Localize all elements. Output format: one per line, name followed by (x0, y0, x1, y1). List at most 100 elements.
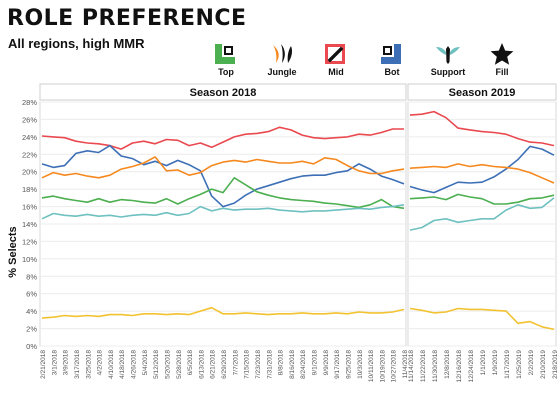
top-lane-icon (215, 44, 235, 64)
legend-label-support: Support (430, 67, 466, 77)
x-tick-label: 9/9/2018 (323, 350, 330, 376)
y-tick-label: 10% (22, 255, 37, 264)
x-tick-label: 4/10/2018 (108, 350, 115, 379)
x-tick-label: 3/17/2018 (74, 350, 81, 379)
legend-label-bot: Bot (384, 67, 400, 77)
legend-label-top: Top (218, 67, 234, 77)
y-tick-label: 14% (22, 220, 37, 229)
legend-item-top: Top (196, 42, 256, 77)
x-tick-label: 6/5/2018 (187, 350, 194, 376)
x-tick-label: 6/29/2018 (221, 350, 228, 379)
series-line-top (41, 177, 405, 210)
series-line-support (41, 204, 405, 220)
x-tick-label: 4/2/2018 (97, 350, 104, 376)
x-tick-label: 6/13/2018 (198, 350, 205, 379)
legend-item-bot: Bot (362, 42, 422, 77)
x-tick-label: 8/8/2018 (278, 350, 285, 376)
line-chart: Season 2018 Season 2019 0% 2% 4% 6% 8% 10% 12% 1… (7, 83, 559, 383)
x-tick-label: 7/23/2018 (255, 350, 262, 379)
x-tick-label: 2/10/2019 (540, 350, 547, 379)
legend: Top Jungle Mid Bot Support (196, 42, 526, 82)
x-tick-label: 3/25/2018 (85, 350, 92, 379)
legend-label-fill: Fill (495, 67, 509, 77)
x-tick-label: 3/9/2018 (63, 350, 70, 376)
x-tick-label: 7/7/2018 (232, 350, 239, 376)
series-line-mid (41, 126, 404, 150)
x-tick-label: 9/1/2018 (312, 350, 319, 376)
x-tick-label: 1/25/2019 (516, 350, 523, 379)
x-tick-label: 8/24/2018 (300, 350, 307, 379)
y-tick-label: 0% (26, 342, 37, 351)
panel-title: Season 2019 (449, 87, 516, 99)
x-tick-label: 12/16/2018 (456, 350, 463, 383)
series-line-support (409, 197, 555, 231)
x-tick-label: 4/18/2018 (119, 350, 126, 379)
x-tick-label: 2/2/2019 (528, 350, 535, 376)
jungle-claw-icon (273, 44, 292, 63)
legend-label-mid: Mid (328, 67, 344, 77)
y-tick-label: 12% (22, 237, 37, 246)
y-tick-label: 8% (26, 272, 37, 281)
y-tick-label: 26% (22, 115, 37, 124)
panel-header (407, 83, 557, 101)
x-tick-label: 4/26/2018 (131, 350, 138, 379)
x-tick-label: 2/18/2019 (552, 350, 559, 379)
x-tick-label: 3/1/2018 (51, 350, 58, 376)
y-tick-label: 20% (22, 168, 37, 177)
x-tick-label: 9/17/2018 (334, 350, 341, 379)
x-tick-label: 1/1/2019 (480, 350, 487, 376)
y-tick-label: 28% (22, 98, 37, 107)
bot-lane-icon (381, 44, 401, 64)
x-tick-label: 1/9/2019 (492, 350, 499, 376)
x-tick-label: 7/31/2018 (266, 350, 273, 379)
y-tick-label: 22% (22, 150, 37, 159)
x-tick-label: 12/24/2018 (468, 350, 475, 383)
x-tick-label: 8/16/2018 (289, 350, 296, 379)
x-tick-label: 10/3/2018 (357, 350, 364, 379)
x-tick-label: 7/15/2018 (244, 350, 251, 379)
y-axis-label: % Selects (7, 226, 19, 277)
series-line-mid (409, 110, 555, 147)
series-line-bot (41, 144, 405, 208)
x-tick-label: 5/28/2018 (176, 350, 183, 379)
x-tick-label: 10/11/2018 (368, 350, 375, 382)
chart-subtitle: All regions, high MMR (8, 36, 145, 51)
fill-star-icon (490, 43, 514, 65)
series-line-fill (409, 307, 555, 331)
y-tick-label: 6% (26, 290, 37, 299)
legend-item-fill: Fill (472, 42, 532, 77)
x-tick-label: 6/21/2018 (210, 350, 217, 379)
series-line-jungle (409, 163, 555, 184)
x-tick-label: 10/27/2018 (391, 350, 398, 383)
y-tick-label: 18% (22, 185, 37, 194)
series-line-jungle (41, 156, 405, 179)
y-tick-label: 16% (22, 203, 37, 212)
x-tick-label: 2/21/2018 (40, 350, 47, 379)
legend-label-jungle: Jungle (267, 67, 297, 77)
x-tick-label: 12/8/2018 (444, 350, 451, 379)
y-tick-label: 2% (26, 325, 37, 334)
y-tick-label: 4% (26, 307, 37, 316)
x-tick-label: 5/4/2018 (142, 350, 149, 376)
x-tick-label: 5/12/2018 (153, 350, 160, 379)
y-tick-label: 24% (22, 133, 37, 142)
series-line-fill (41, 306, 405, 319)
panel-header (39, 83, 407, 101)
legend-item-mid: Mid (306, 42, 366, 77)
chart-title: ROLE PREFERENCE (7, 6, 247, 31)
x-tick-label: 1/17/2019 (504, 350, 511, 379)
series-line-bot (409, 145, 555, 194)
x-tick-label: 11/22/2018 (420, 350, 427, 382)
x-tick-label: 10/19/2018 (379, 350, 386, 383)
legend-item-jungle: Jungle (252, 42, 312, 77)
panel-title: Season 2018 (190, 87, 257, 99)
x-tick-label: 11/4/2018 (402, 350, 409, 379)
mid-lane-icon (325, 44, 345, 64)
x-tick-label: 9/25/2018 (345, 350, 352, 379)
x-tick-label: 5/20/2018 (164, 350, 171, 379)
x-tick-label: 11/14/2018 (408, 350, 415, 382)
x-tick-label: 11/30/2018 (432, 350, 439, 382)
series-line-top (409, 193, 555, 205)
support-wings-icon (436, 46, 460, 64)
legend-item-support: Support (418, 42, 478, 77)
